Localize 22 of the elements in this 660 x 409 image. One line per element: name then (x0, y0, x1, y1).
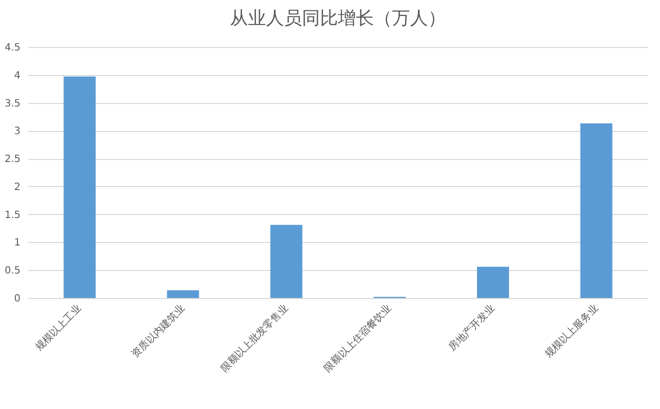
x-tick-label: 资质以内建筑业 (129, 302, 188, 360)
y-tick-label: 0 (14, 294, 20, 304)
x-tick-label: 限额以上批发零售业 (218, 302, 291, 374)
y-tick-label: 1.5 (4, 210, 20, 221)
y-tick-label: 2.5 (4, 154, 20, 166)
y-tick-label: 2 (14, 182, 20, 193)
x-tick-label: 房地产开发业 (446, 302, 498, 354)
y-tick-label: 0.5 (4, 266, 20, 277)
x-tick-label: 规模以上服务业 (542, 302, 601, 360)
bar (166, 290, 200, 298)
y-tick-label: 4 (14, 70, 20, 82)
y-tick-label: 3 (14, 126, 20, 138)
x-tick-label: 限额以上住宿餐饮业 (322, 302, 394, 374)
y-tick-label: 3.5 (4, 98, 20, 110)
chart-title: 从业人员同比增长（万人） (230, 8, 446, 29)
x-tick-label: 规模以上工业 (33, 302, 84, 354)
y-tick-label: 4.5 (4, 42, 20, 54)
bar (270, 224, 302, 298)
bar (580, 123, 612, 298)
y-tick-label: 1 (14, 238, 20, 249)
bar (476, 266, 510, 298)
bar (64, 76, 96, 298)
